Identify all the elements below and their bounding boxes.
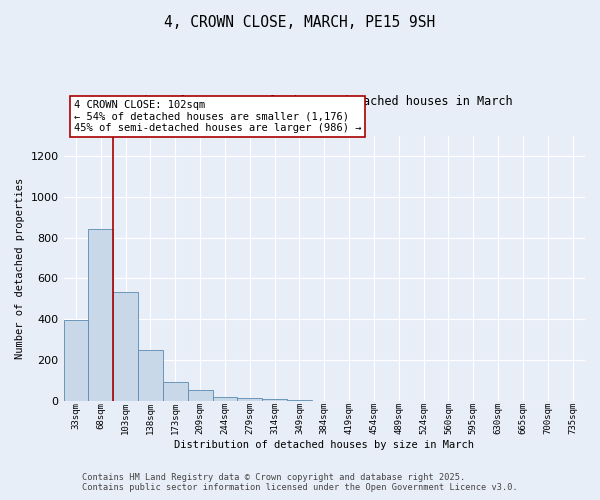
Text: 4, CROWN CLOSE, MARCH, PE15 9SH: 4, CROWN CLOSE, MARCH, PE15 9SH	[164, 15, 436, 30]
Bar	[262, 398, 287, 401]
Text: 4 CROWN CLOSE: 102sqm
← 54% of detached houses are smaller (1,176)
45% of semi-d: 4 CROWN CLOSE: 102sqm ← 54% of detached …	[74, 100, 361, 133]
Bar	[287, 400, 312, 401]
Bar	[212, 396, 238, 401]
Bar	[88, 230, 113, 401]
Title: Size of property relative to detached houses in March: Size of property relative to detached ho…	[136, 95, 513, 108]
Bar	[163, 382, 188, 401]
Text: Contains HM Land Registry data © Crown copyright and database right 2025.
Contai: Contains HM Land Registry data © Crown c…	[82, 473, 518, 492]
Bar	[113, 292, 138, 401]
X-axis label: Distribution of detached houses by size in March: Distribution of detached houses by size …	[174, 440, 474, 450]
Y-axis label: Number of detached properties: Number of detached properties	[15, 178, 25, 359]
Bar	[188, 390, 212, 401]
Bar	[138, 350, 163, 401]
Bar	[238, 398, 262, 401]
Bar	[64, 320, 88, 401]
